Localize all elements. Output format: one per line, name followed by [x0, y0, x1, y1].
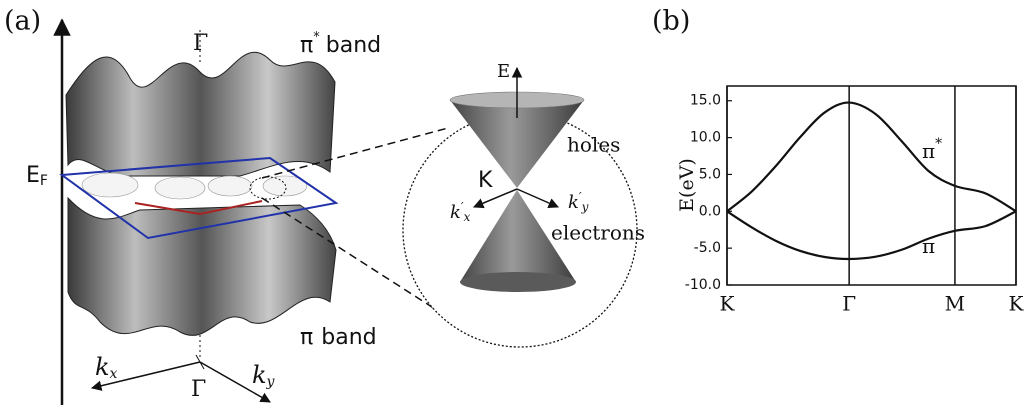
- panel-label: (b): [652, 6, 690, 37]
- k-point-label: K: [478, 168, 493, 193]
- subscript: x: [464, 210, 471, 224]
- main: k: [450, 202, 461, 223]
- pi-star-band-label: π* band: [300, 30, 381, 59]
- symbol: π: [300, 33, 313, 58]
- holes-label: holes: [567, 133, 620, 157]
- pi-surface: [68, 198, 336, 335]
- figure: (a) Γ π*band EF πband kx ky Γ E: [0, 0, 1030, 408]
- text: band: [321, 325, 376, 350]
- main: k: [252, 361, 267, 389]
- gamma-label: Γ: [193, 31, 208, 56]
- inset-energy-label: E: [497, 61, 510, 82]
- band-annotation: π*: [922, 136, 942, 163]
- pi-star-surface: [66, 52, 335, 176]
- subscript: y: [266, 374, 276, 390]
- panel-label: (a): [4, 6, 41, 37]
- y-tick-label: 15.0: [690, 93, 721, 109]
- symbol: π: [922, 234, 935, 258]
- superscript: *: [935, 136, 942, 152]
- x-tick-label: M: [945, 292, 965, 316]
- gamma-label: Γ: [191, 377, 206, 402]
- main: k: [95, 353, 110, 381]
- kx-label: kx: [95, 353, 118, 383]
- subscript: F: [40, 173, 48, 189]
- band-line: [727, 103, 1016, 212]
- main: k: [568, 192, 579, 213]
- subscript: y: [581, 200, 589, 214]
- cone-openings: [82, 173, 307, 199]
- plot-frame: [727, 86, 1016, 285]
- electrons-label: electrons: [551, 221, 645, 245]
- subscript: x: [110, 366, 118, 382]
- x-tick-label: K: [720, 292, 736, 316]
- main: E: [26, 163, 40, 188]
- y-tick-label: -10.0: [685, 277, 721, 293]
- y-axis-label: E(eV): [676, 158, 698, 212]
- fermi-label: EF: [26, 163, 48, 189]
- ky-label: ky: [252, 361, 276, 391]
- superscript: *: [313, 30, 320, 45]
- symbol: π: [922, 139, 935, 163]
- symbol: π: [300, 325, 313, 350]
- y-tick-label: 0.0: [699, 203, 721, 219]
- y-tick-label: -5.0: [694, 240, 721, 256]
- text: band: [326, 33, 381, 58]
- y-tick-label: 5.0: [699, 166, 721, 182]
- band-line: [727, 211, 1016, 259]
- x-tick-label: Γ: [842, 292, 856, 316]
- y-tick-label: 10.0: [690, 130, 721, 146]
- electron-cone-base: [460, 272, 576, 292]
- band-annotation: π: [922, 234, 935, 258]
- x-tick-label: K: [1009, 292, 1025, 316]
